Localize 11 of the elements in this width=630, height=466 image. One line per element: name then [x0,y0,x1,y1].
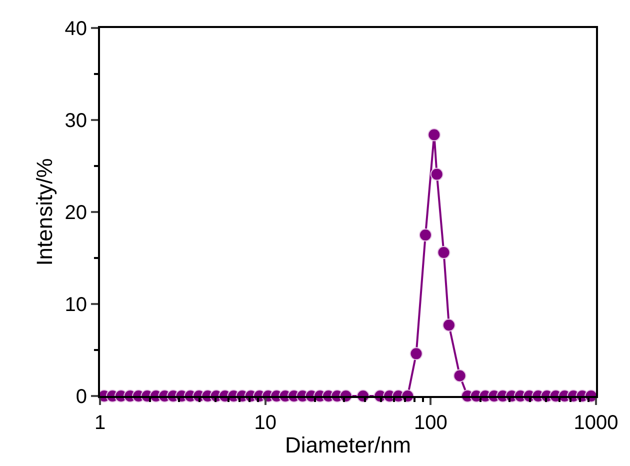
y-axis-title: Intensity/% [32,158,58,266]
x-tick-label: 1 [94,412,106,434]
y-tick-label: 20 [64,202,87,224]
y-tick-label: 30 [64,110,87,132]
x-tick-label: 10 [254,412,276,434]
y-tick-label: 10 [64,294,87,316]
y-tick-label: 0 [76,386,87,408]
y-tick-label: 40 [64,18,87,40]
x-tick-label: 1000 [574,412,618,434]
x-tick-label: 100 [414,412,448,434]
x-axis-title: Diameter/nm [285,432,411,458]
